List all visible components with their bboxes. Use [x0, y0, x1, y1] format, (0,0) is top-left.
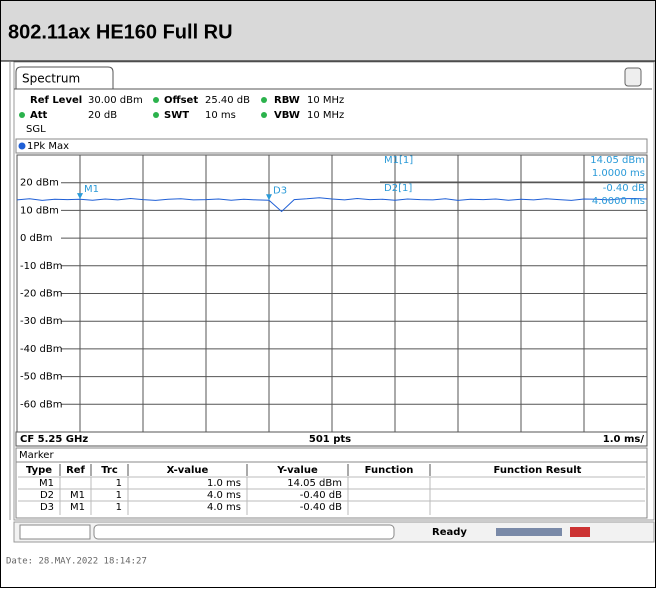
menu-icon[interactable]: [624, 67, 642, 87]
footer: CF 5.25 GHz: [20, 434, 88, 445]
y-tick-label: -30 dBm: [20, 316, 62, 327]
y-tick-label: -60 dBm: [20, 399, 62, 410]
indicator: [261, 97, 267, 103]
marker: [77, 193, 83, 200]
cell: M1: [70, 502, 85, 513]
cell: 1.0 ms: [207, 478, 241, 489]
status: Ready: [432, 527, 467, 538]
cell: 1: [116, 502, 122, 513]
column-header: Trc: [101, 465, 118, 476]
setting: 10 MHz: [307, 95, 344, 106]
indicator: [153, 97, 159, 103]
y-tick-label: -50 dBm: [20, 372, 62, 383]
marker-label: D3: [273, 185, 287, 196]
title: 802.11ax HE160 Full RU: [8, 21, 233, 43]
footer: 501 pts: [309, 434, 351, 445]
cell: D2: [40, 490, 54, 501]
indicator: [19, 112, 25, 118]
setting: SGL: [26, 124, 46, 135]
setting: 20 dB: [88, 110, 117, 121]
tab-label[interactable]: Spectrum: [22, 72, 80, 86]
cell: 1: [116, 478, 122, 489]
column-header: Function Result: [494, 465, 582, 476]
setting: RBW: [274, 95, 300, 106]
marker-label: M1: [84, 184, 99, 195]
setting: Offset: [164, 95, 198, 106]
cell: -0.40 dB: [300, 502, 342, 513]
readout: 4.0000 ms: [592, 196, 645, 207]
status-field: [93, 524, 395, 540]
status-field: [19, 524, 91, 540]
column-header: Type: [26, 465, 52, 476]
cell: 14.05 dBm: [287, 478, 342, 489]
readout: M1[1]: [384, 155, 413, 166]
cell: M1: [70, 490, 85, 501]
setting: 25.40 dB: [205, 95, 250, 106]
y-tick-label: 0 dBm: [20, 233, 53, 244]
column-header: Ref: [66, 465, 85, 476]
column-header: Y-value: [276, 465, 318, 476]
column-header: Function: [365, 465, 414, 476]
y-tick-label: -20 dBm: [20, 289, 62, 300]
cell: 4.0 ms: [207, 502, 241, 513]
trace-header: [15, 138, 648, 154]
setting: 30.00 dBm: [88, 95, 143, 106]
y-tick-label: 20 dBm: [20, 178, 59, 189]
y-tick-label: -10 dBm: [20, 261, 62, 272]
trace-dot: [18, 142, 26, 150]
cell: M1: [39, 478, 54, 489]
marker: [266, 194, 272, 201]
setting: 10 ms: [205, 110, 236, 121]
title-bar: [1, 1, 655, 61]
indicator: [261, 112, 267, 118]
column-header: X-value: [167, 465, 209, 476]
readout: 14.05 dBm: [590, 155, 645, 166]
cell: -0.40 dB: [300, 490, 342, 501]
readout: D2[1]: [384, 183, 412, 194]
setting: VBW: [274, 110, 300, 121]
marker-panel: [15, 447, 648, 519]
setting: SWT: [164, 110, 189, 121]
cell: D3: [40, 502, 54, 513]
setting: 10 MHz: [307, 110, 344, 121]
table-title: Marker: [19, 450, 54, 461]
readout: 1.0000 ms: [592, 168, 645, 179]
lxi-icon: [570, 527, 590, 537]
setting: Ref Level: [30, 95, 82, 106]
tab[interactable]: [15, 66, 114, 89]
progress: [496, 528, 562, 536]
y-tick-label: 10 dBm: [20, 205, 59, 216]
footer: 1.0 ms/: [603, 434, 645, 445]
readout: -0.40 dB: [603, 183, 645, 194]
date: Date: 28.MAY.2022 18:14:27: [6, 557, 147, 567]
cell: 1: [116, 490, 122, 501]
y-tick-label: -40 dBm: [20, 344, 62, 355]
trace: [16, 197, 648, 213]
indicator: [153, 112, 159, 118]
setting: Att: [30, 110, 48, 121]
cell: 4.0 ms: [207, 490, 241, 501]
trace-label: 1Pk Max: [27, 141, 69, 152]
